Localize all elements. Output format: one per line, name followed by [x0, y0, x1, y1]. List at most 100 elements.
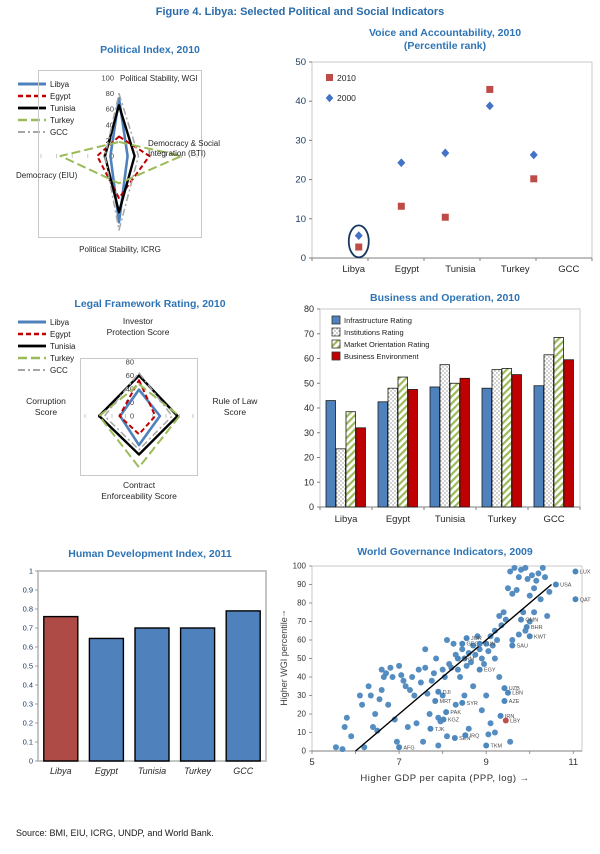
scatter-point — [369, 723, 376, 730]
tick-label: 80 — [304, 304, 314, 314]
axis-label-legal-right: Rule of Law Score — [212, 396, 258, 417]
tick-label: 70 — [304, 329, 314, 339]
scatter-point — [491, 729, 498, 736]
scatter-point — [450, 640, 457, 647]
libya-highlight-ellipse — [347, 224, 370, 259]
country-label-lbn: LBN — [512, 691, 523, 697]
scatter-point — [422, 664, 429, 671]
point-2010-gcc — [530, 175, 538, 183]
scatter-point — [383, 670, 390, 677]
country-label-irq: IRQ — [470, 733, 481, 739]
bar-turkey — [179, 627, 216, 762]
scatter-point — [496, 674, 503, 680]
bar-tunisia-market-orientation-rating — [449, 382, 460, 508]
tick-label: 0 — [110, 152, 114, 161]
hdi-chart: 0 0.1 0.2 0.3 0.4 0.5 0.6 0.7 0.8 0.9 1 Libya Egypt T… — [23, 567, 267, 776]
axis-label-political-bottom: Political Stability, ICRG — [79, 245, 161, 254]
scatter-point — [463, 662, 470, 669]
legend-label-2000: 2000 — [337, 93, 356, 103]
tick-label: 0.6 — [23, 643, 33, 652]
tick-label: 80 — [126, 358, 134, 367]
business-operation-chart: 0 10 20 30 40 50 60 70 80 Libya Egypt Tunisia Turkey… — [304, 304, 581, 525]
x-category-label: Tunisia — [445, 264, 476, 275]
tick-label: 20 — [304, 453, 314, 463]
chart-title-political-index: Political Index, 2010 — [100, 44, 200, 56]
scatter-point-lbn — [504, 689, 511, 696]
radar-series-gcc — [103, 372, 173, 451]
scatter-point — [522, 564, 529, 571]
plot-border — [80, 358, 198, 476]
scatter-point — [546, 588, 553, 595]
bar-tunisia — [134, 627, 170, 762]
plot-border — [38, 70, 202, 238]
scatter-point — [417, 679, 424, 686]
scatter-point-lux — [572, 568, 579, 575]
political-index-legend: Libya Egypt Tunisia Turkey GCC — [18, 80, 76, 137]
scatter-point — [359, 701, 366, 708]
radar-series-egypt — [96, 135, 151, 200]
scatter-point — [428, 677, 435, 684]
scatter-point — [411, 692, 418, 699]
tick-label: 0.3 — [23, 700, 33, 709]
scatter-point — [541, 574, 548, 581]
scatter-point-omn — [518, 616, 525, 623]
scatter-point — [504, 585, 511, 592]
scatter-point — [539, 564, 546, 571]
scatter-point — [433, 655, 440, 662]
scatter-point — [372, 711, 379, 717]
tick-label: 20 — [295, 175, 306, 186]
x-category-label: Libya — [50, 766, 72, 776]
bar-turkey-infrastructure-rating — [481, 387, 492, 508]
bar-egypt-business-environment — [407, 389, 418, 508]
scatter-point — [387, 664, 394, 671]
scatter-point-aze — [501, 698, 508, 705]
bar-libya — [43, 615, 79, 762]
tick-label: 40 — [126, 385, 134, 394]
country-label-tkm: TKM — [490, 743, 502, 749]
tick-label: 50 — [304, 378, 314, 388]
point-2000-libya — [354, 231, 363, 241]
chart-subtitle-voice: (Percentile rank) — [403, 40, 487, 52]
x-category-label: Tunisia — [435, 514, 466, 525]
wgi-chart: 0 10 20 30 40 50 60 70 80 90 100 5 7 9 11 LUX USA QAT OMNB… — [293, 562, 592, 769]
country-label-mrt: MRT — [440, 699, 452, 705]
bar-gcc-business-environment — [563, 359, 574, 508]
scatter-point — [520, 609, 527, 616]
scatter-point — [472, 651, 479, 658]
bar-libya-market-orientation-rating — [345, 411, 356, 508]
point-2000-turkey — [485, 101, 494, 111]
scatter-point — [528, 572, 535, 579]
tick-label: 0.1 — [23, 738, 33, 747]
legend-label-infrastructure-rating: Infrastructure Rating — [344, 316, 412, 325]
point-2010-turkey — [486, 85, 494, 93]
country-label-omn: OMN — [525, 618, 538, 624]
legend-label-business-environment: Business Environment — [344, 352, 420, 361]
bar-libya-infrastructure-rating — [325, 400, 336, 508]
point-2000-gcc — [529, 150, 538, 160]
point-2000-egypt — [397, 158, 406, 168]
scatter-point — [481, 661, 488, 668]
tick-label: 50 — [297, 654, 306, 663]
scatter-point — [531, 609, 538, 616]
chart-title-voice: Voice and Accountability, 2010 — [368, 27, 522, 39]
scatter-point — [507, 738, 514, 745]
plot-border — [311, 61, 593, 259]
scatter-point-tjk — [427, 725, 434, 732]
legend-swatch-institutions-rating — [331, 327, 341, 337]
country-label-pak: PAK — [450, 710, 461, 716]
tick-label: 80 — [106, 89, 114, 98]
bar-libya-institutions-rating — [335, 448, 346, 508]
wgi-x-axis-label: Higher GDP per capita (PPP, log) → — [360, 773, 530, 784]
tick-label: 30 — [295, 135, 306, 146]
legend-label-institutions-rating: Institutions Rating — [344, 328, 404, 337]
bar-turkey-business-environment — [511, 374, 522, 508]
tick-label: 0 — [301, 253, 306, 264]
tick-label: 40 — [297, 673, 306, 682]
bar-tunisia-business-environment — [459, 377, 470, 508]
legend-label-libya: Libya — [50, 80, 70, 89]
bar-gcc-institutions-rating — [543, 354, 554, 508]
tick-label: 0.5 — [23, 662, 33, 671]
scatter-point-kwt — [526, 633, 533, 640]
scatter-point — [444, 733, 450, 740]
